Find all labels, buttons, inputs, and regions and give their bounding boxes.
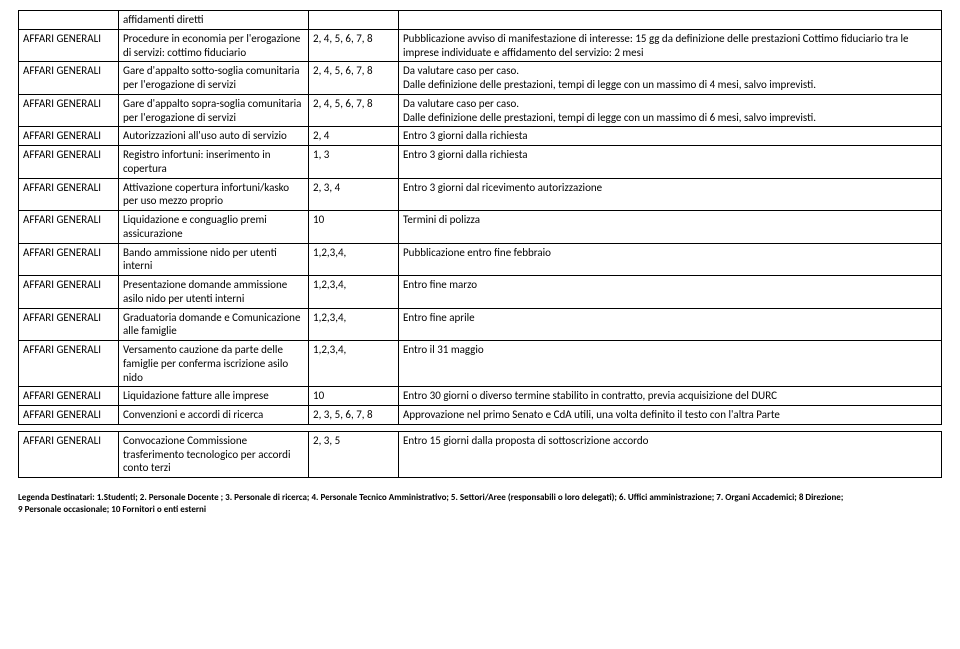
main-table: affidamenti direttiAFFARI GENERALIProced… (18, 10, 942, 425)
table-row: AFFARI GENERALIBando ammissione nido per… (19, 243, 942, 276)
cell-col4: Entro fine aprile (399, 308, 942, 341)
cell-col3: 2, 3, 5, 6, 7, 8 (309, 406, 399, 425)
cell-col1: AFFARI GENERALI (19, 94, 119, 127)
secondary-table: AFFARI GENERALIConvocazione Commissione … (18, 431, 942, 478)
table-row: AFFARI GENERALILiquidazione e conguaglio… (19, 211, 942, 244)
cell-col4 (399, 11, 942, 30)
cell-col2: Gare d'appalto sotto-soglia comunitaria … (119, 62, 309, 95)
cell-col2: Convocazione Commissione trasferimento t… (119, 431, 309, 477)
cell-col3: 10 (309, 387, 399, 406)
cell-col2: Gare d'appalto sopra-soglia comunitaria … (119, 94, 309, 127)
cell-col1: AFFARI GENERALI (19, 276, 119, 309)
cell-col4: Approvazione nel primo Senato e CdA util… (399, 406, 942, 425)
table-row: AFFARI GENERALIAutorizzazioni all'uso au… (19, 127, 942, 146)
cell-col2: Convenzioni e accordi di ricerca (119, 406, 309, 425)
cell-col4: Pubblicazione avviso di manifestazione d… (399, 29, 942, 62)
cell-col3: 2, 3, 4 (309, 178, 399, 211)
cell-col1: AFFARI GENERALI (19, 146, 119, 179)
cell-col1: AFFARI GENERALI (19, 387, 119, 406)
cell-col3: 1,2,3,4, (309, 308, 399, 341)
table-row: AFFARI GENERALIGraduatoria domande e Com… (19, 308, 942, 341)
cell-col3: 1,2,3,4, (309, 243, 399, 276)
cell-col4: Da valutare caso per caso. Dalle definiz… (399, 62, 942, 95)
cell-col1: AFFARI GENERALI (19, 29, 119, 62)
footer-legend: Legenda Destinatari: 1.Studenti; 2. Pers… (18, 492, 942, 515)
table-row: affidamenti diretti (19, 11, 942, 30)
cell-col2: Liquidazione e conguaglio premi assicura… (119, 211, 309, 244)
cell-col1 (19, 11, 119, 30)
cell-col1: AFFARI GENERALI (19, 431, 119, 477)
table-row: AFFARI GENERALIConvocazione Commissione … (19, 431, 942, 477)
cell-col4: Entro 30 giorni o diverso termine stabil… (399, 387, 942, 406)
cell-col4: Da valutare caso per caso. Dalle definiz… (399, 94, 942, 127)
table-row: AFFARI GENERALIGare d'appalto sopra-sogl… (19, 94, 942, 127)
footer-line-1: Legenda Destinatari: 1.Studenti; 2. Pers… (18, 492, 942, 504)
cell-col2: Procedure in economia per l'erogazione d… (119, 29, 309, 62)
cell-col1: AFFARI GENERALI (19, 178, 119, 211)
cell-col4: Entro 3 giorni dalla richiesta (399, 127, 942, 146)
cell-col3: 2, 4, 5, 6, 7, 8 (309, 62, 399, 95)
table-row: AFFARI GENERALIProcedure in economia per… (19, 29, 942, 62)
cell-col1: AFFARI GENERALI (19, 127, 119, 146)
cell-col1: AFFARI GENERALI (19, 308, 119, 341)
table-row: AFFARI GENERALIConvenzioni e accordi di … (19, 406, 942, 425)
cell-col1: AFFARI GENERALI (19, 406, 119, 425)
table-row: AFFARI GENERALILiquidazione fatture alle… (19, 387, 942, 406)
cell-col4: Termini di polizza (399, 211, 942, 244)
cell-col1: AFFARI GENERALI (19, 62, 119, 95)
cell-col4: Entro fine marzo (399, 276, 942, 309)
cell-col2: affidamenti diretti (119, 11, 309, 30)
cell-col3: 1,2,3,4, (309, 341, 399, 387)
cell-col4: Entro 3 giorni dalla richiesta (399, 146, 942, 179)
cell-col2: Registro infortuni: inserimento in coper… (119, 146, 309, 179)
cell-col4: Entro 15 giorni dalla proposta di sottos… (399, 431, 942, 477)
cell-col2: Bando ammissione nido per utenti interni (119, 243, 309, 276)
table-row: AFFARI GENERALIRegistro infortuni: inser… (19, 146, 942, 179)
cell-col3: 2, 4, 5, 6, 7, 8 (309, 29, 399, 62)
cell-col2: Graduatoria domande e Comunicazione alle… (119, 308, 309, 341)
cell-col2: Versamento cauzione da parte delle famig… (119, 341, 309, 387)
cell-col4: Entro 3 giorni dal ricevimento autorizza… (399, 178, 942, 211)
cell-col2: Presentazione domande ammissione asilo n… (119, 276, 309, 309)
cell-col2: Liquidazione fatture alle imprese (119, 387, 309, 406)
cell-col1: AFFARI GENERALI (19, 211, 119, 244)
cell-col4: Pubblicazione entro fine febbraio (399, 243, 942, 276)
cell-col3: 2, 4 (309, 127, 399, 146)
cell-col1: AFFARI GENERALI (19, 341, 119, 387)
cell-col1: AFFARI GENERALI (19, 243, 119, 276)
table-row: AFFARI GENERALIPresentazione domande amm… (19, 276, 942, 309)
cell-col2: Autorizzazioni all'uso auto di servizio (119, 127, 309, 146)
cell-col3: 2, 4, 5, 6, 7, 8 (309, 94, 399, 127)
cell-col3: 1, 3 (309, 146, 399, 179)
page: affidamenti direttiAFFARI GENERALIProced… (0, 0, 960, 523)
cell-col2: Attivazione copertura infortuni/kasko pe… (119, 178, 309, 211)
table-row: AFFARI GENERALIGare d'appalto sotto-sogl… (19, 62, 942, 95)
table-row: AFFARI GENERALIVersamento cauzione da pa… (19, 341, 942, 387)
table-row: AFFARI GENERALIAttivazione copertura inf… (19, 178, 942, 211)
cell-col3: 2, 3, 5 (309, 431, 399, 477)
footer-line-2: 9 Personale occasionale; 10 Fornitori o … (18, 504, 942, 516)
cell-col3: 1,2,3,4, (309, 276, 399, 309)
cell-col4: Entro il 31 maggio (399, 341, 942, 387)
cell-col3 (309, 11, 399, 30)
cell-col3: 10 (309, 211, 399, 244)
